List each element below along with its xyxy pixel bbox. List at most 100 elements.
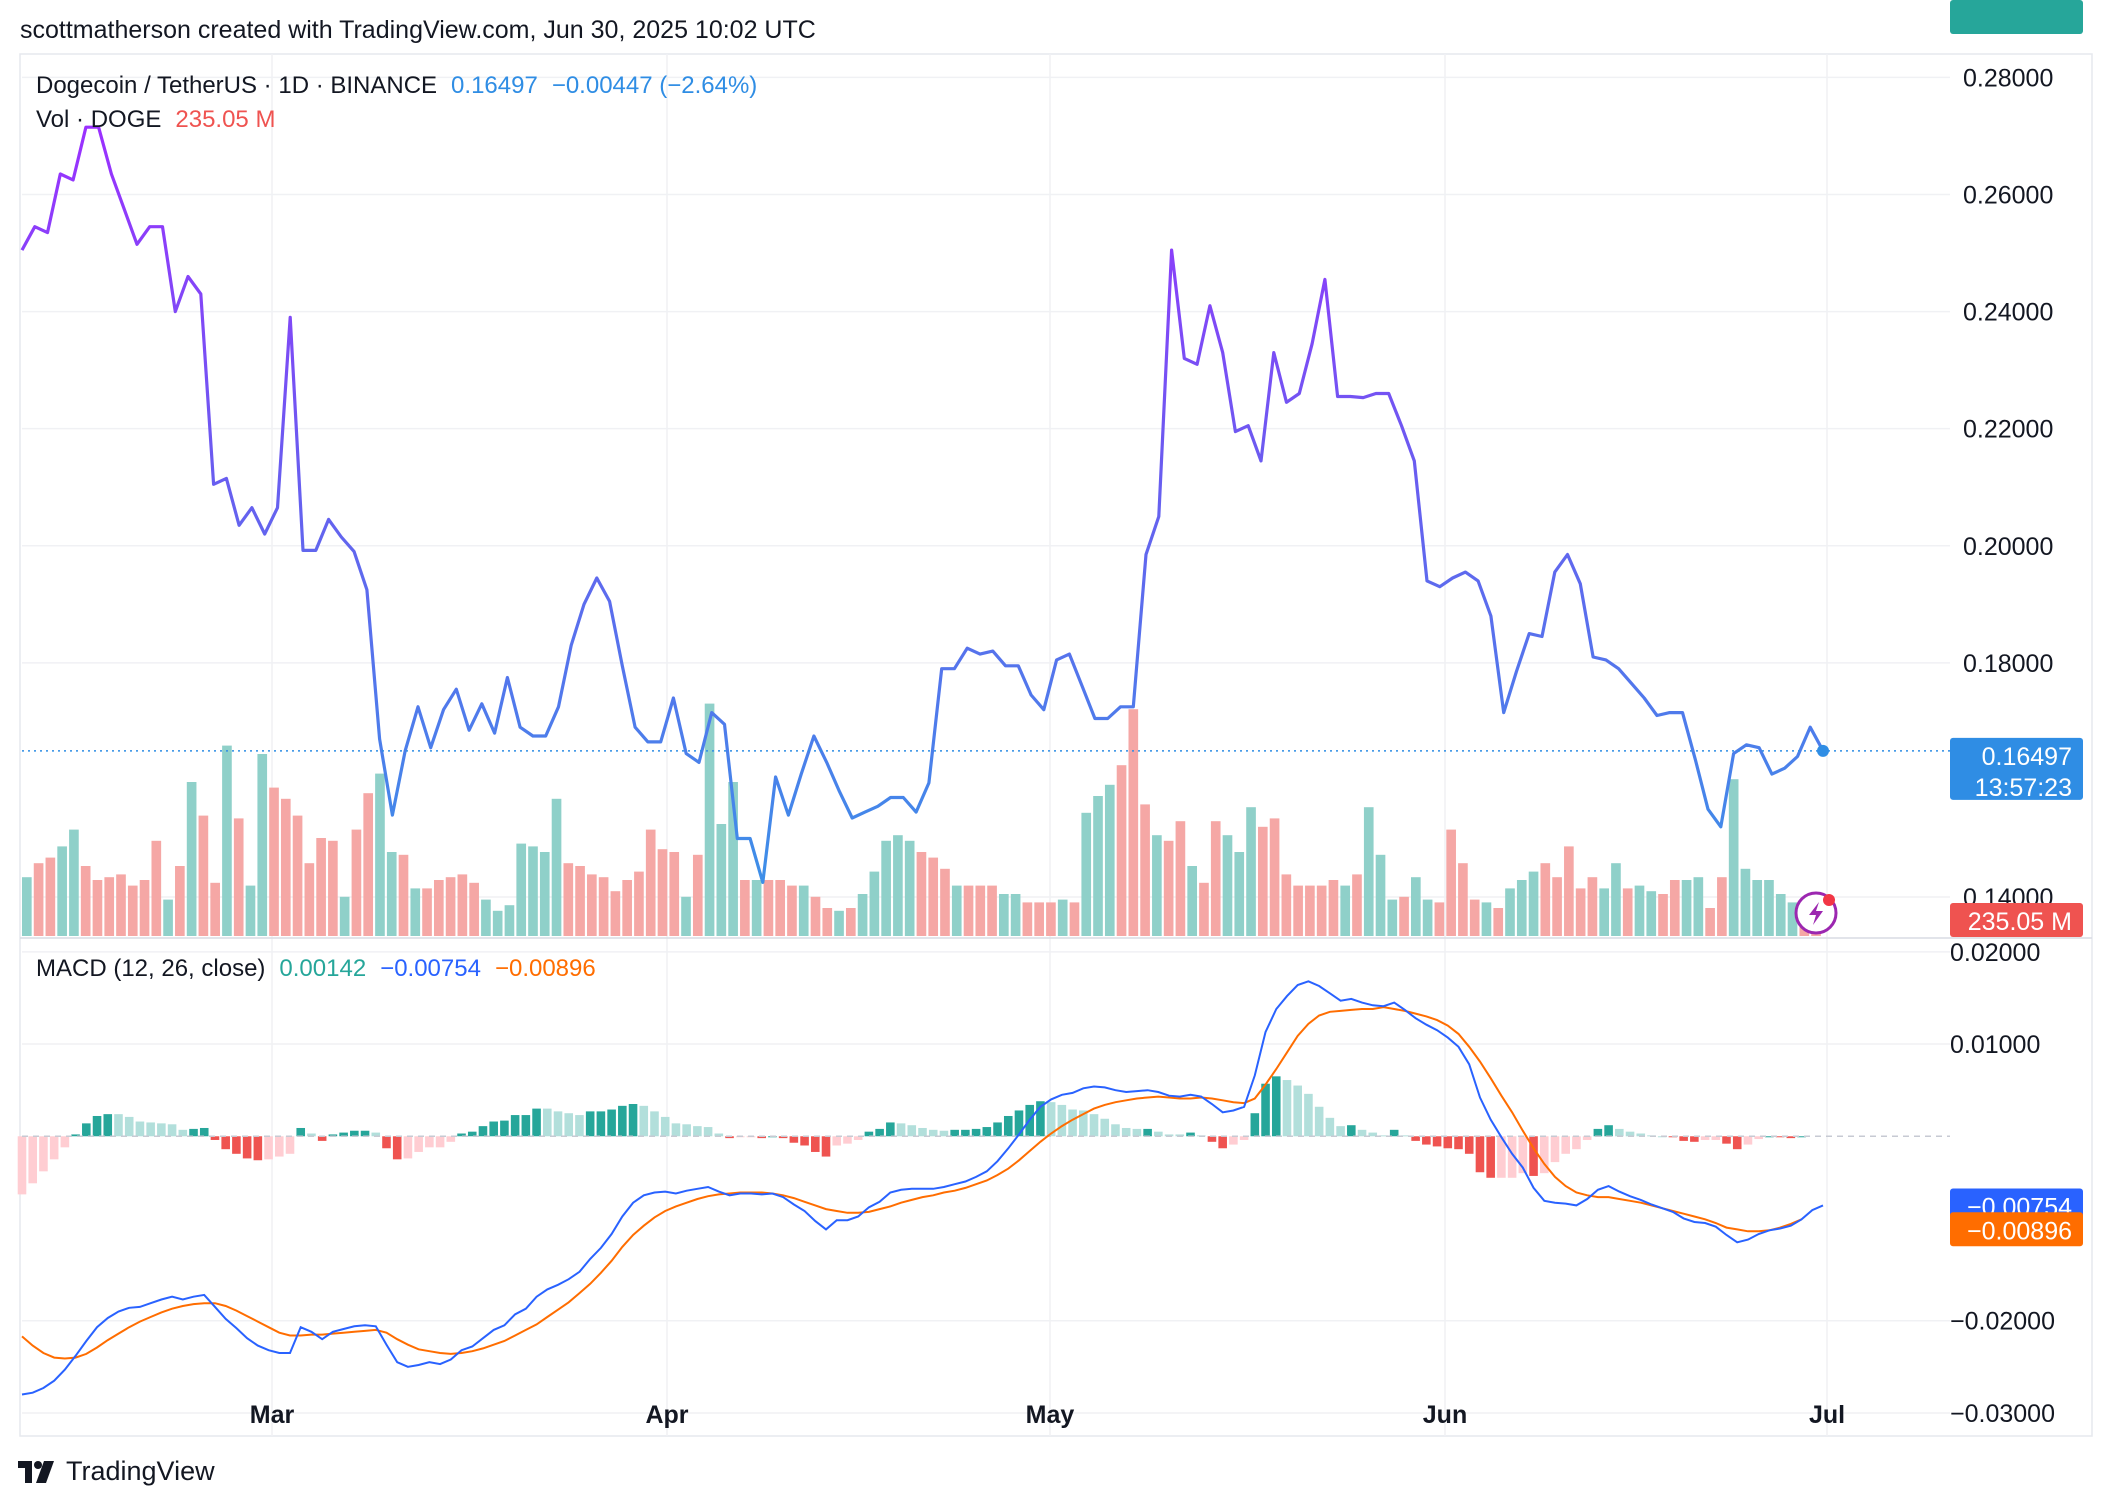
histogram-bar xyxy=(296,1127,306,1137)
histogram-bar xyxy=(242,1136,252,1159)
histogram-bar xyxy=(489,1121,498,1137)
volume-bar xyxy=(963,885,974,936)
histogram-bar xyxy=(425,1136,434,1148)
histogram-bar xyxy=(1293,1085,1302,1137)
y-tick-label: 0.02000 xyxy=(1950,939,2040,967)
volume-bar xyxy=(22,877,32,936)
tradingview-logo-icon xyxy=(18,1460,54,1483)
volume-bars xyxy=(22,703,1821,936)
histogram-bar xyxy=(1754,1136,1763,1140)
volume-bar xyxy=(1175,821,1186,936)
macd-label[interactable]: MACD (12, 26, close) xyxy=(36,955,266,982)
histogram-bar xyxy=(1175,1134,1185,1137)
volume-legend: Vol · DOGE 235.05 M xyxy=(36,106,275,134)
histogram-bar xyxy=(971,1128,981,1137)
volume-bar xyxy=(1387,899,1398,936)
volume-bar xyxy=(92,880,103,936)
histogram-bar xyxy=(961,1129,970,1137)
macd-line xyxy=(21,980,1824,1396)
volume-bar xyxy=(33,863,44,936)
tradingview-logo[interactable]: TradingView xyxy=(18,1456,215,1487)
volume-bar xyxy=(904,840,915,936)
histogram-bar xyxy=(543,1108,552,1137)
volume-bar xyxy=(1422,899,1433,936)
histogram-bar xyxy=(532,1108,541,1137)
histogram-bar xyxy=(875,1128,884,1137)
histogram-bar xyxy=(1732,1136,1742,1150)
volume-bar xyxy=(940,868,950,936)
histogram-bar xyxy=(1379,1135,1388,1137)
hist-badge: 0.00142 xyxy=(1950,0,2083,34)
volume-bar xyxy=(1375,854,1386,936)
volume-bar xyxy=(1010,894,1021,936)
volume-bar xyxy=(139,880,150,936)
histogram-bar xyxy=(1539,1136,1549,1174)
histogram-bar xyxy=(317,1136,327,1141)
histogram-bar xyxy=(1368,1132,1378,1137)
volume-bar xyxy=(198,815,209,936)
volume-bar xyxy=(1222,835,1233,936)
volume-bar xyxy=(410,888,421,936)
price-badge-text: 13:57:23 xyxy=(1975,774,2072,802)
histogram-bar xyxy=(714,1133,724,1137)
price-change: −0.00447 (−2.64%) xyxy=(551,72,758,99)
volume-bar xyxy=(257,754,268,936)
volume-bar xyxy=(375,773,385,936)
volume-bar xyxy=(798,885,809,936)
y-tick-label: 0.22000 xyxy=(1963,416,2053,444)
y-tick-label: 0.26000 xyxy=(1963,182,2053,210)
histogram-bar xyxy=(1786,1136,1796,1139)
histogram-bar xyxy=(157,1123,166,1137)
y-tick-label: 0.01000 xyxy=(1950,1031,2040,1059)
volume-bar xyxy=(1152,835,1162,936)
histogram-bar xyxy=(1454,1136,1463,1150)
histogram-bar xyxy=(1304,1093,1313,1137)
volume-bar xyxy=(740,880,750,936)
volume-bar xyxy=(763,880,774,936)
histogram-bar xyxy=(907,1125,917,1137)
histogram-bar xyxy=(1164,1134,1174,1137)
volume-bar xyxy=(1728,779,1739,936)
volume-bar xyxy=(916,852,927,936)
histogram-bar xyxy=(864,1131,874,1137)
histogram-bar xyxy=(950,1129,959,1137)
volume-bar xyxy=(1411,877,1421,936)
histogram-bar xyxy=(39,1136,48,1172)
histogram-bar xyxy=(1003,1115,1013,1137)
histogram-bar xyxy=(1111,1124,1120,1137)
histogram-bar xyxy=(1357,1129,1367,1137)
volume-bar xyxy=(1363,807,1374,936)
histogram-bar xyxy=(1572,1136,1581,1150)
volume-bar xyxy=(1187,866,1198,936)
volume-bar xyxy=(1046,902,1056,936)
volume-bar xyxy=(445,877,456,936)
volume-bar xyxy=(775,880,786,936)
histogram-bar xyxy=(1014,1110,1024,1137)
volume-bar xyxy=(928,857,939,936)
histogram-bar xyxy=(71,1134,80,1137)
volume-bar xyxy=(1528,871,1539,936)
volume-bar xyxy=(1022,902,1033,936)
volume-bar xyxy=(1434,902,1445,936)
volume-badge: 235.05 M xyxy=(1950,903,2083,937)
x-tick-label: Jun xyxy=(1423,1401,1467,1429)
volume-bar xyxy=(151,840,162,936)
volume-label[interactable]: Vol · DOGE xyxy=(36,106,162,133)
volume-bar xyxy=(1787,902,1798,936)
alert-icon[interactable] xyxy=(1794,891,1838,935)
volume-bar xyxy=(1399,896,1409,936)
histogram-bar xyxy=(1550,1136,1560,1163)
histogram-bar xyxy=(1239,1136,1249,1140)
histogram-bar xyxy=(1518,1136,1528,1174)
histogram-bar xyxy=(596,1111,606,1137)
volume-bar xyxy=(528,846,538,936)
symbol-title[interactable]: Dogecoin / TetherUS · 1D · BINANCE xyxy=(36,72,438,99)
histogram-bar xyxy=(446,1136,456,1142)
histogram-bar xyxy=(189,1128,198,1137)
histogram-bar xyxy=(1711,1136,1721,1140)
histogram-bar xyxy=(1068,1109,1077,1137)
histogram-bar xyxy=(135,1121,145,1137)
histogram-bar xyxy=(371,1132,381,1137)
histogram-bar xyxy=(1089,1114,1099,1137)
